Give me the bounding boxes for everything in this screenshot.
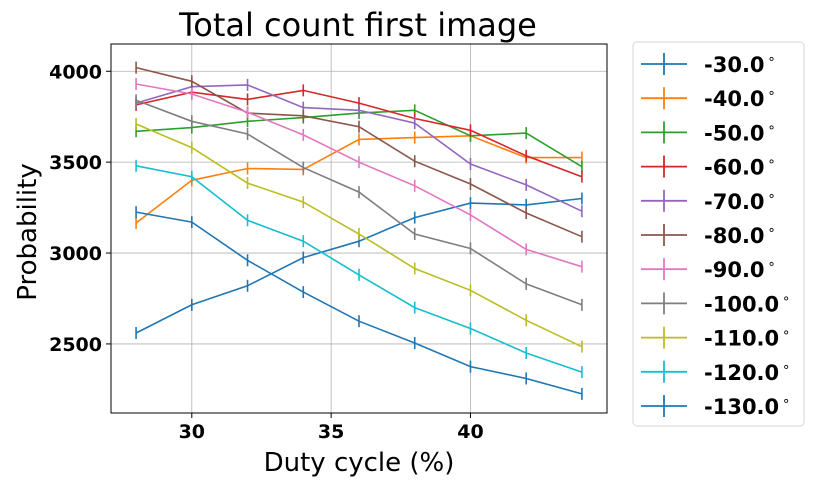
series--110-0 (135, 117, 583, 353)
legend-label: -70.0 ∘ (704, 189, 776, 214)
legend-value: -40.0 (704, 87, 765, 111)
legend-label: -60.0 ∘ (704, 155, 776, 180)
chart-title: Total count first image (178, 6, 537, 44)
legend-entry: -90.0 ∘ (641, 257, 776, 282)
degree-symbol: ∘ (768, 223, 776, 238)
legend: -30.0 ∘-40.0 ∘-50.0 ∘-60.0 ∘-70.0 ∘-80.0 ∘-90.… (632, 41, 805, 427)
legend-label: -40.0 ∘ (704, 86, 776, 111)
y-axis-ticks: 2500 3000 3500 4000 (49, 61, 111, 356)
series-line (135, 134, 582, 224)
x-tick-label: 30 (179, 421, 205, 443)
legend-value: -130.0 (704, 395, 779, 419)
degree-symbol: ∘ (782, 326, 790, 341)
legend-entry: -30.0 ∘ (641, 52, 776, 77)
x-tick-label: 35 (318, 421, 344, 443)
legend-label: -90.0 ∘ (704, 257, 776, 282)
degree-symbol: ∘ (768, 189, 776, 204)
degree-symbol: ∘ (782, 291, 790, 306)
legend-value: -110.0 (704, 327, 779, 351)
y-tick-label: 2500 (49, 334, 102, 356)
legend-label: -110.0 ∘ (704, 326, 790, 351)
series--40-0 (135, 129, 583, 230)
legend-entry: -80.0 ∘ (641, 223, 776, 248)
legend-entry: -60.0 ∘ (641, 155, 776, 180)
series--80-0 (135, 61, 583, 243)
legend-entry: -130.0 ∘ (641, 394, 790, 419)
legend-value: -30.0 (704, 53, 765, 77)
legend-value: -70.0 (704, 190, 765, 214)
legend-value: -80.0 (704, 224, 765, 248)
series-lines (135, 61, 583, 400)
series--90-0 (135, 77, 583, 273)
plot-frame (110, 43, 608, 414)
y-tick-label: 3000 (49, 243, 102, 265)
legend-label: -50.0 ∘ (704, 120, 776, 145)
series--30-0 (135, 192, 583, 340)
degree-symbol: ∘ (768, 257, 776, 272)
degree-symbol: ∘ (782, 360, 790, 375)
y-tick-label: 4000 (49, 61, 102, 83)
legend-entry: -40.0 ∘ (641, 86, 776, 111)
degree-symbol: ∘ (768, 86, 776, 101)
legend-label: -120.0 ∘ (704, 360, 790, 385)
legend-entry: -50.0 ∘ (641, 120, 776, 145)
legend-label: -100.0 ∘ (704, 291, 790, 316)
y-axis-label: Probability (13, 163, 43, 300)
legend-label: -30.0 ∘ (704, 52, 776, 77)
x-axis-ticks: 30 35 40 (179, 413, 484, 443)
degree-symbol: ∘ (768, 155, 776, 170)
legend-value: -90.0 (704, 258, 765, 282)
legend-value: -60.0 (704, 156, 765, 180)
degree-symbol: ∘ (768, 120, 776, 135)
legend-label: -130.0 ∘ (704, 394, 790, 419)
series-line (135, 197, 582, 334)
x-tick-label: 40 (457, 421, 483, 443)
legend-entry: -110.0 ∘ (641, 326, 790, 351)
series--130-0 (135, 206, 583, 400)
y-tick-label: 3500 (49, 152, 102, 174)
legend-entry: -120.0 ∘ (641, 360, 790, 385)
series--100-0 (135, 94, 583, 311)
degree-symbol: ∘ (768, 52, 776, 67)
series--120-0 (135, 159, 583, 379)
legend-value: -50.0 (704, 121, 765, 145)
legend-label: -80.0 ∘ (704, 223, 776, 248)
legend-value: -100.0 (704, 292, 779, 316)
legend-frame (632, 41, 805, 427)
legend-entry: -100.0 ∘ (641, 291, 790, 316)
x-axis-label: Duty cycle (%) (264, 448, 455, 478)
legend-entry: -70.0 ∘ (641, 189, 776, 214)
degree-symbol: ∘ (782, 394, 790, 409)
legend-value: -120.0 (704, 361, 779, 385)
